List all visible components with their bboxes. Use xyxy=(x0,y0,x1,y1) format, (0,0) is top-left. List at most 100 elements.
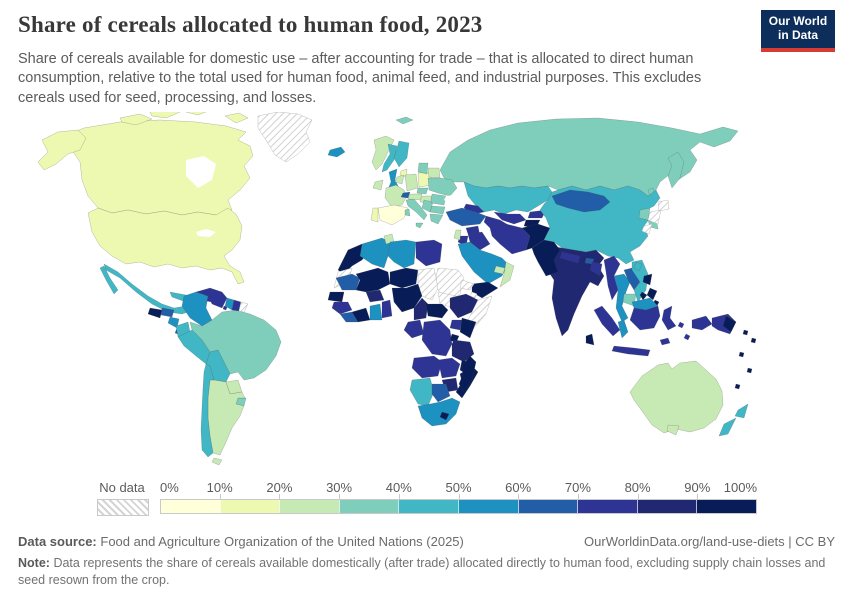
country-pacific-islands[interactable] xyxy=(734,329,757,390)
country-spain[interactable] xyxy=(377,204,409,226)
country-djibouti[interactable] xyxy=(469,291,478,299)
country-honduras[interactable] xyxy=(160,307,175,318)
country-niger[interactable] xyxy=(389,267,419,289)
country-mongolia[interactable] xyxy=(551,189,611,213)
country-pakistan[interactable] xyxy=(531,239,561,277)
country-belarus[interactable] xyxy=(427,167,441,179)
country-portugal[interactable] xyxy=(370,207,379,223)
legend-bin-0[interactable] xyxy=(161,500,220,513)
country-algeria[interactable] xyxy=(359,237,391,269)
country-greenland[interactable] xyxy=(257,112,313,163)
country-taiwan[interactable] xyxy=(633,261,643,272)
owid-url-link[interactable]: OurWorldinData.org/land-use-diets | CC B… xyxy=(584,534,835,549)
country-thailand[interactable] xyxy=(613,273,631,323)
country-kenya[interactable] xyxy=(459,317,477,339)
country-nigeria[interactable] xyxy=(391,283,423,313)
country-canada-arctic-2[interactable] xyxy=(149,112,181,119)
country-indonesia-sulawesi[interactable] xyxy=(661,305,677,331)
legend-bin-5[interactable] xyxy=(457,500,518,513)
country-mauritania[interactable] xyxy=(335,273,361,291)
country-timor[interactable] xyxy=(659,337,671,346)
country-turkey[interactable] xyxy=(445,207,487,227)
country-cameroon[interactable] xyxy=(413,297,429,321)
country-canada-arctic-1[interactable] xyxy=(119,113,153,126)
country-canada-arctic-5[interactable] xyxy=(224,112,249,124)
country-central-african-republic[interactable] xyxy=(425,303,449,319)
country-caucasus[interactable] xyxy=(463,203,485,215)
country-japan-hokkaido[interactable] xyxy=(657,199,670,212)
country-indonesia-sumatra[interactable] xyxy=(593,305,621,337)
country-tierra-del-fuego[interactable] xyxy=(211,457,223,466)
country-madagascar[interactable] xyxy=(458,355,477,393)
legend-bin-6[interactable] xyxy=(517,500,578,513)
country-italy-sardinia[interactable] xyxy=(404,208,411,217)
legend-bin-8[interactable] xyxy=(636,500,697,513)
country-japan-kyushu[interactable] xyxy=(641,223,653,235)
country-usa[interactable] xyxy=(87,207,245,285)
country-botswana[interactable] xyxy=(431,383,451,403)
country-burkina-faso[interactable] xyxy=(365,289,385,303)
country-philippines[interactable] xyxy=(639,273,660,307)
country-venezuela[interactable] xyxy=(195,287,228,309)
country-libya[interactable] xyxy=(387,239,417,269)
country-japan-honshu[interactable] xyxy=(647,209,662,225)
country-iceland[interactable] xyxy=(327,146,346,158)
legend-bin-4[interactable] xyxy=(398,500,458,513)
country-italy-sicily[interactable] xyxy=(415,222,424,229)
country-french-guiana[interactable] xyxy=(238,301,249,313)
country-russia-kamchatka[interactable] xyxy=(667,151,685,189)
country-lesotho[interactable] xyxy=(439,411,450,421)
country-egypt[interactable] xyxy=(415,239,443,267)
country-bangladesh[interactable] xyxy=(589,261,603,277)
country-angola[interactable] xyxy=(411,355,443,379)
country-france[interactable] xyxy=(384,184,408,208)
country-drc[interactable] xyxy=(421,319,453,357)
country-gabon-congo[interactable] xyxy=(403,319,425,339)
country-zambia[interactable] xyxy=(437,357,461,379)
legend-bin-7[interactable] xyxy=(577,500,637,513)
country-usa-alaska[interactable] xyxy=(37,129,87,171)
country-mali[interactable] xyxy=(355,267,391,293)
country-nepal[interactable] xyxy=(559,251,581,264)
country-indonesia-borneo[interactable] xyxy=(629,305,661,331)
country-netherlands-belgium[interactable] xyxy=(394,174,405,185)
country-sri-lanka[interactable] xyxy=(585,333,595,346)
country-papua-new-guinea-east[interactable] xyxy=(722,315,737,333)
country-israel-lebanon[interactable] xyxy=(453,229,462,241)
country-ukraine[interactable] xyxy=(427,177,458,197)
country-colombia[interactable] xyxy=(181,291,213,327)
country-canada[interactable] xyxy=(59,119,254,216)
country-indonesia-java[interactable] xyxy=(611,345,651,357)
country-sweden[interactable] xyxy=(381,143,398,173)
legend-bin-2[interactable] xyxy=(279,500,339,513)
country-chile[interactable] xyxy=(200,363,215,458)
country-argentina[interactable] xyxy=(207,379,246,456)
country-new-zealand[interactable] xyxy=(718,403,749,437)
country-indonesia-papua[interactable] xyxy=(691,315,713,331)
country-italy[interactable] xyxy=(405,198,428,221)
country-indonesia-maluku[interactable] xyxy=(677,321,691,341)
country-ghana[interactable] xyxy=(369,303,383,321)
country-guinea[interactable] xyxy=(331,301,353,315)
country-eritrea[interactable] xyxy=(459,279,475,291)
country-mexico-baja[interactable] xyxy=(99,265,119,295)
country-romania[interactable] xyxy=(430,193,447,206)
country-czechia[interactable] xyxy=(416,187,429,195)
country-senegal-gambia[interactable] xyxy=(327,291,345,303)
country-malaysia-peninsula[interactable] xyxy=(617,319,629,339)
country-namibia[interactable] xyxy=(409,377,435,407)
country-australia[interactable] xyxy=(629,360,724,434)
country-canada-arctic-3[interactable] xyxy=(185,112,211,116)
country-uganda[interactable] xyxy=(449,319,463,331)
legend-no-data-swatch[interactable] xyxy=(97,499,149,516)
country-baltics[interactable] xyxy=(417,162,429,175)
country-bulgaria[interactable] xyxy=(429,205,446,215)
country-svalbard[interactable] xyxy=(395,116,414,125)
country-greece[interactable] xyxy=(429,213,444,225)
legend-bin-1[interactable] xyxy=(219,500,280,513)
country-guatemala-main[interactable] xyxy=(147,307,163,319)
country-yemen[interactable] xyxy=(471,281,499,299)
country-ireland[interactable] xyxy=(372,179,384,191)
country-iraq[interactable] xyxy=(467,231,491,251)
country-south-africa[interactable] xyxy=(417,397,461,427)
